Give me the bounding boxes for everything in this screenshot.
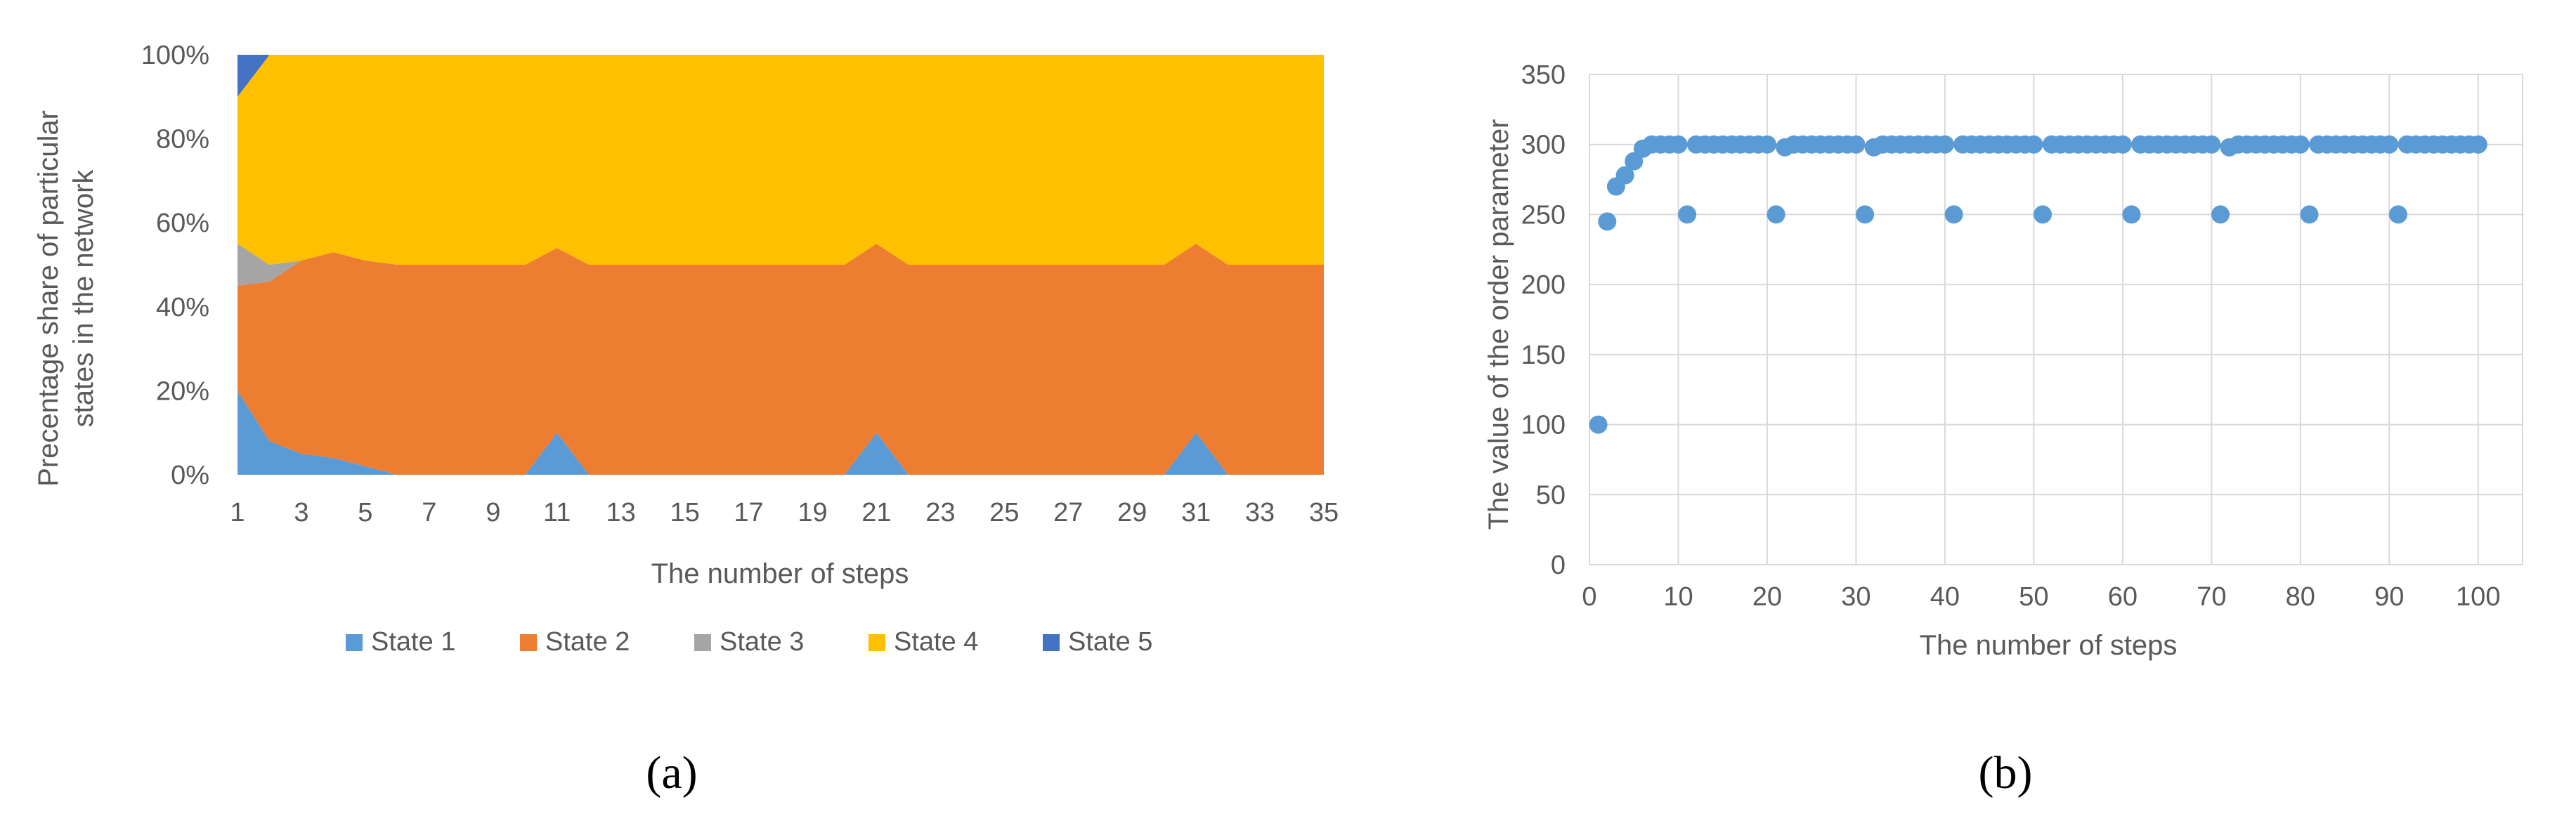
- legend-label: State 4: [894, 627, 978, 657]
- legend-swatch: [694, 634, 711, 651]
- data-point: [2034, 205, 2052, 224]
- area-state-4: [238, 55, 1324, 265]
- x-tick-label: 11: [543, 498, 571, 527]
- y-tick-label: 60%: [156, 209, 209, 238]
- data-point: [2202, 135, 2221, 154]
- x-tick-label: 25: [989, 498, 1019, 527]
- data-point: [2388, 205, 2407, 224]
- data-point: [1669, 135, 1688, 154]
- data-point: [1615, 166, 1634, 185]
- x-tick-label: 9: [486, 498, 500, 527]
- data-point: [1856, 205, 1875, 224]
- data-point: [1767, 205, 1785, 224]
- data-point: [2122, 205, 2141, 224]
- x-tick-label: 100: [2456, 582, 2500, 612]
- data-point: [1847, 135, 1866, 154]
- legend-swatch: [1043, 634, 1060, 651]
- x-axis-title: The number of steps: [1920, 630, 2178, 661]
- x-tick-label: 17: [734, 498, 763, 527]
- area-state-2: [238, 244, 1324, 475]
- data-point: [2380, 135, 2399, 154]
- x-tick-label: 60: [2108, 582, 2138, 612]
- y-tick-labels: 0 50 100 150 200 250 300 350: [1521, 60, 1566, 580]
- legend-swatch: [520, 634, 537, 651]
- x-tick-label: 35: [1309, 498, 1339, 527]
- x-tick-label: 31: [1181, 498, 1211, 527]
- data-point: [2113, 135, 2132, 154]
- y-tick-label: 100: [1521, 411, 1566, 440]
- data-point: [2211, 205, 2230, 224]
- data-points: [1589, 135, 2487, 434]
- data-point: [2300, 205, 2319, 224]
- x-tick-label: 3: [294, 498, 308, 527]
- y-tick-label: 150: [1521, 341, 1566, 370]
- x-tick-label: 21: [861, 498, 891, 527]
- data-point: [2468, 135, 2487, 154]
- x-tick-label: 50: [2019, 582, 2048, 612]
- caption-a: (a): [646, 747, 697, 799]
- data-point: [1598, 212, 1617, 231]
- x-tick-label: 15: [670, 498, 699, 527]
- legend-swatch: [869, 634, 885, 651]
- x-tick-label: 33: [1245, 498, 1275, 527]
- x-tick-label: 1: [230, 498, 245, 527]
- x-tick-label: 19: [798, 498, 827, 527]
- y-tick-label: 0: [1551, 551, 1566, 580]
- y-tick-label: 100%: [141, 41, 209, 70]
- legend-label: State 5: [1068, 627, 1152, 657]
- area-state-1: [238, 390, 1324, 475]
- y-tick-label: 0%: [171, 461, 209, 490]
- x-tick-label: 30: [1841, 582, 1871, 612]
- chart-a: 0%20%40%60%80%100% 1 3 5 7 9 11 13 15 17 19 21 23 25…: [33, 41, 1339, 799]
- y-axis-title: The value of the order parameter: [1483, 119, 1514, 530]
- x-tick-labels: 1 3 5 7 9 11 13 15 17 19 21 23 25 27 29 31 33 35: [230, 498, 1339, 527]
- y-tick-label: 50: [1536, 480, 1566, 510]
- legend-label: State 1: [371, 627, 455, 657]
- legend: State 1 State 2 State 3 State 4 State 5: [346, 627, 1152, 657]
- data-point: [2291, 135, 2310, 154]
- caption-b: (b): [1979, 747, 2033, 799]
- y-tick-label: 20%: [156, 376, 209, 406]
- y-tick-labels: 0% 20% 40% 60% 80% 100%: [141, 41, 209, 490]
- legend-swatch: [346, 634, 363, 651]
- data-point: [1944, 205, 1963, 224]
- y-tick-label: 350: [1521, 60, 1566, 90]
- area-layers: [238, 55, 1324, 475]
- y-tick-label: 40%: [156, 293, 209, 322]
- y-tick-label: 300: [1521, 131, 1566, 160]
- legend-label: State 3: [720, 627, 804, 657]
- data-point: [1935, 135, 1954, 154]
- y-axis-title-line2: states in the network: [68, 169, 99, 428]
- x-tick-label: 40: [1930, 582, 1960, 612]
- chart-b: 0 50 100 150 200 250 300 350 0 10 20 30 40 50 60 70 80 9…: [1483, 60, 2523, 799]
- x-tick-labels: 0 10 20 30 40 50 60 70 80 90 100: [1582, 582, 2500, 612]
- data-point: [2024, 135, 2043, 154]
- y-tick-label: 80%: [156, 125, 209, 155]
- legend-label: State 2: [545, 627, 630, 657]
- x-tick-label: 23: [925, 498, 955, 527]
- x-tick-label: 13: [606, 498, 636, 527]
- x-tick-label: 20: [1752, 582, 1782, 612]
- y-tick-label: 200: [1521, 270, 1566, 300]
- y-axis-title-line1: Precentage share of particular: [33, 110, 64, 487]
- y-tick-label: 250: [1521, 200, 1566, 230]
- x-tick-label: 70: [2197, 582, 2226, 612]
- x-tick-label: 27: [1053, 498, 1083, 527]
- data-point: [1589, 415, 1608, 434]
- data-point: [1758, 135, 1776, 154]
- data-point: [1678, 205, 1697, 224]
- x-tick-label: 80: [2286, 582, 2315, 612]
- x-axis-title: The number of steps: [651, 558, 909, 589]
- x-tick-label: 5: [358, 498, 372, 527]
- x-tick-label: 90: [2374, 582, 2404, 612]
- x-tick-label: 7: [422, 498, 436, 527]
- grid: [1589, 74, 2523, 565]
- x-tick-label: 29: [1117, 498, 1147, 527]
- x-tick-label: 0: [1582, 582, 1596, 612]
- x-tick-label: 10: [1663, 582, 1693, 612]
